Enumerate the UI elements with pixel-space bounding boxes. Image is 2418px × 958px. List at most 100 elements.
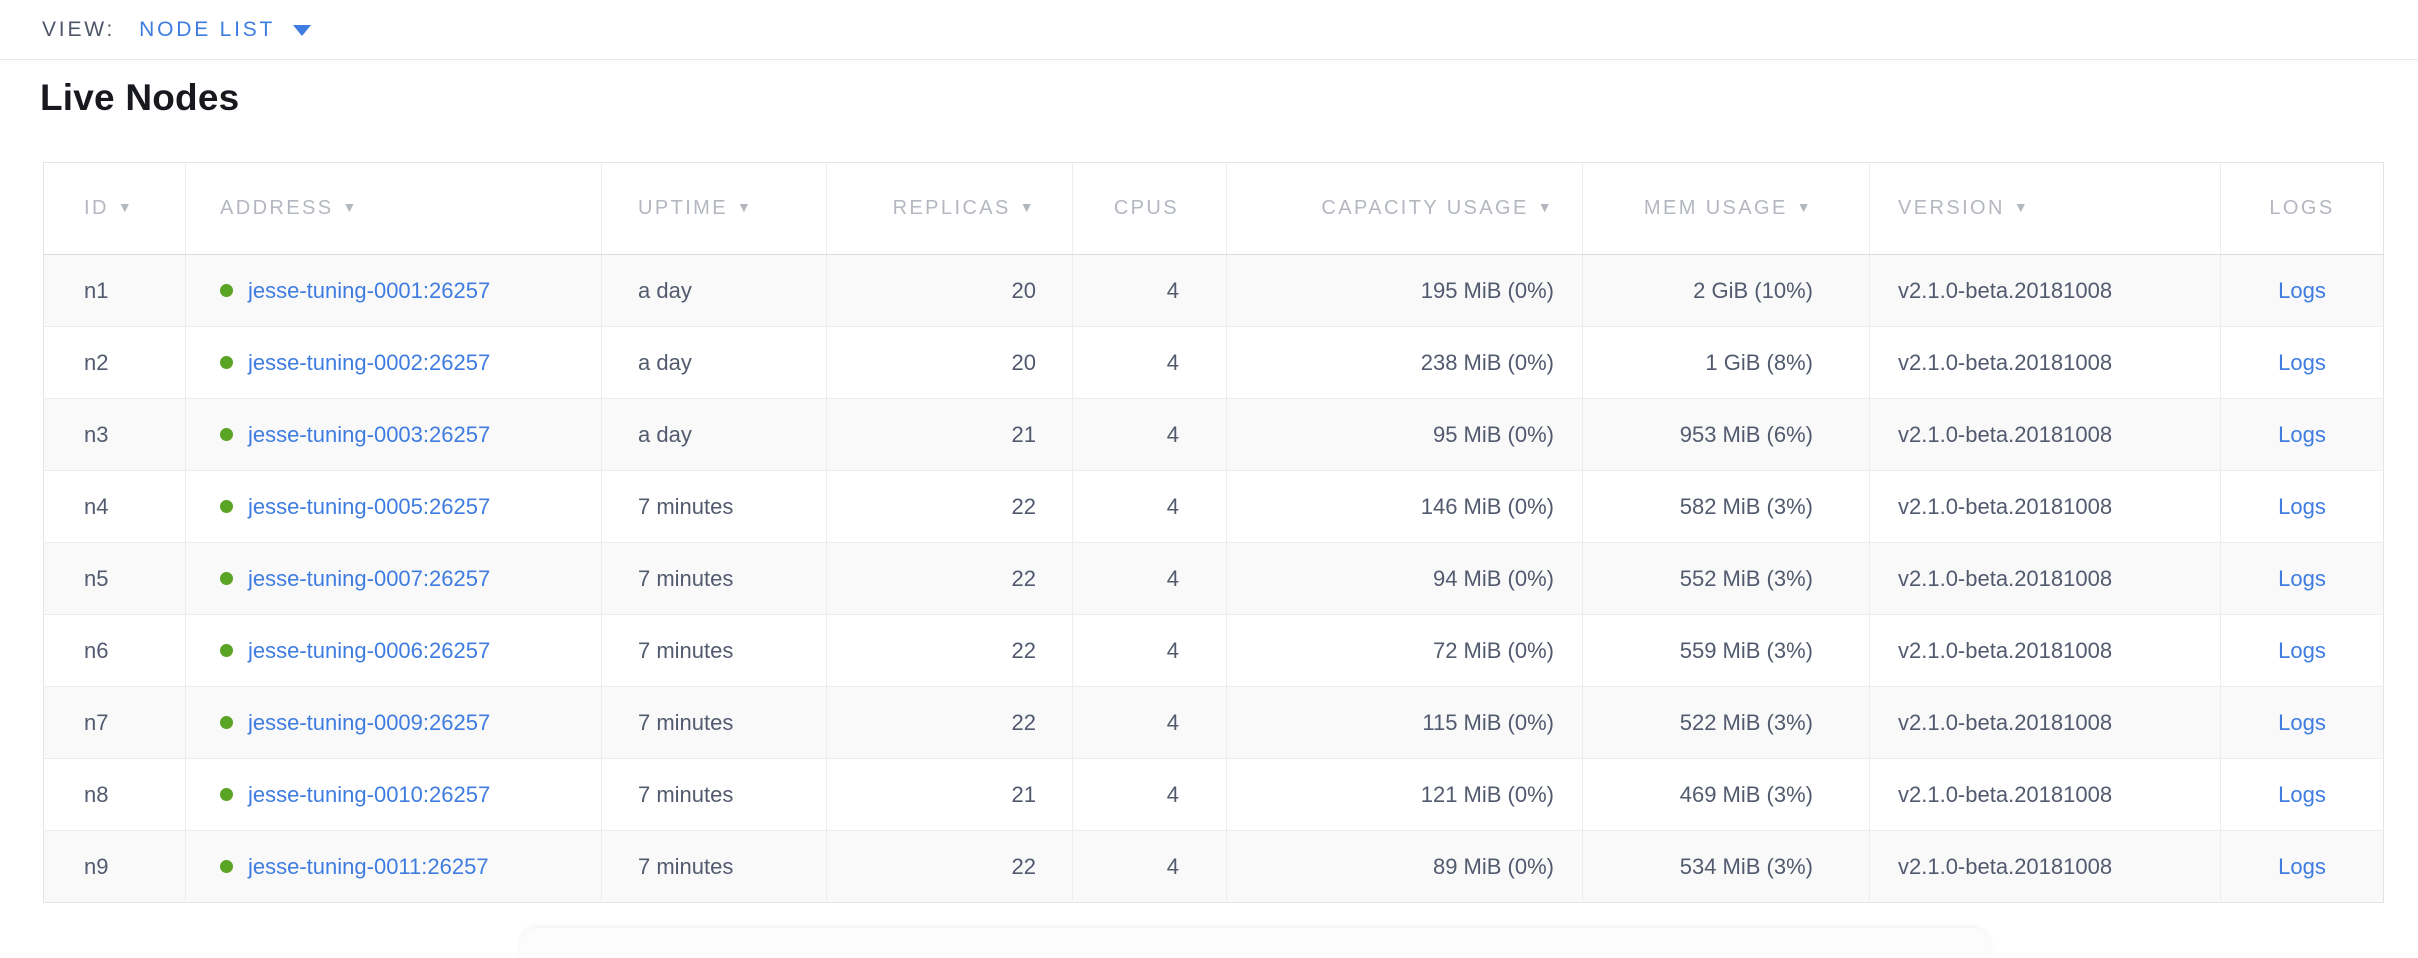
node-address-link[interactable]: jesse-tuning-0002:26257 bbox=[248, 349, 491, 375]
cell-logs: Logs bbox=[2220, 758, 2384, 831]
column-label: VERSION bbox=[1898, 197, 2005, 219]
logs-link[interactable]: Logs bbox=[2278, 421, 2326, 447]
cell-value: 20 bbox=[1011, 277, 1036, 303]
view-selector-dropdown[interactable]: NODE LIST bbox=[139, 17, 312, 42]
logs-link[interactable]: Logs bbox=[2278, 349, 2326, 375]
cell-value: 7 minutes bbox=[638, 781, 734, 807]
sort-arrow-icon: ▼ bbox=[342, 199, 359, 215]
node-live-status-dot bbox=[220, 356, 233, 370]
node-address-link[interactable]: jesse-tuning-0006:26257 bbox=[248, 637, 491, 663]
cell-value: 2 GiB (10%) bbox=[1693, 277, 1813, 303]
cell-id: n3 bbox=[43, 398, 186, 471]
cell-uptime: a day bbox=[601, 398, 827, 471]
cell-value: 95 MiB (0%) bbox=[1432, 421, 1554, 447]
cell-cpus: 4 bbox=[1072, 758, 1227, 831]
view-selected-value: NODE LIST bbox=[139, 17, 276, 41]
cell-cpus: 4 bbox=[1072, 614, 1227, 687]
cell-value: v2.1.0-beta.20181008 bbox=[1898, 277, 2113, 303]
logs-link[interactable]: Logs bbox=[2278, 709, 2326, 735]
cell-capacity: 238 MiB (0%) bbox=[1226, 326, 1583, 399]
cell-version: v2.1.0-beta.20181008 bbox=[1869, 542, 2221, 615]
cell-version: v2.1.0-beta.20181008 bbox=[1869, 758, 2221, 831]
node-live-status-dot bbox=[220, 716, 233, 730]
cell-value: 20 bbox=[1011, 349, 1036, 375]
cell-value: 4 bbox=[1166, 709, 1179, 735]
cell-value: 7 minutes bbox=[638, 709, 734, 735]
column-header-capacity[interactable]: CAPACITY USAGE ▼ bbox=[1226, 162, 1583, 255]
logs-link[interactable]: Logs bbox=[2278, 637, 2326, 663]
column-header-id[interactable]: ID ▼ bbox=[43, 162, 186, 255]
cell-value: 4 bbox=[1166, 421, 1179, 447]
cell-mem: 559 MiB (3%) bbox=[1582, 614, 1870, 687]
sort-arrow-icon: ▼ bbox=[1537, 199, 1554, 215]
node-live-status-dot bbox=[220, 572, 233, 586]
cell-value: n6 bbox=[84, 637, 109, 663]
cell-mem: 552 MiB (3%) bbox=[1582, 542, 1870, 615]
logs-link[interactable]: Logs bbox=[2278, 493, 2326, 519]
cell-value: 21 bbox=[1011, 421, 1036, 447]
cell-mem: 534 MiB (3%) bbox=[1582, 830, 1870, 903]
cell-value: 22 bbox=[1011, 853, 1036, 879]
cell-value: 7 minutes bbox=[638, 565, 734, 591]
cell-value: 121 MiB (0%) bbox=[1420, 781, 1554, 807]
cell-id: n5 bbox=[43, 542, 186, 615]
node-live-status-dot bbox=[220, 860, 233, 874]
cell-value: a day bbox=[638, 421, 692, 447]
cell-id: n9 bbox=[43, 830, 186, 903]
logs-link[interactable]: Logs bbox=[2278, 781, 2326, 807]
cell-value: v2.1.0-beta.20181008 bbox=[1898, 637, 2113, 663]
cell-value: n5 bbox=[84, 565, 109, 591]
cell-uptime: 7 minutes bbox=[601, 614, 827, 687]
cell-value: 522 MiB (3%) bbox=[1679, 709, 1813, 735]
column-label: UPTIME bbox=[638, 197, 728, 219]
column-header-address[interactable]: ADDRESS ▼ bbox=[185, 162, 602, 255]
view-bar: VIEW: NODE LIST bbox=[0, 0, 2418, 60]
cell-address: jesse-tuning-0005:26257 bbox=[185, 470, 602, 543]
node-address-link[interactable]: jesse-tuning-0009:26257 bbox=[248, 709, 491, 735]
cell-value: v2.1.0-beta.20181008 bbox=[1898, 853, 2113, 879]
cell-uptime: 7 minutes bbox=[601, 830, 827, 903]
node-address-link[interactable]: jesse-tuning-0010:26257 bbox=[248, 781, 491, 807]
cell-replicas: 20 bbox=[826, 326, 1073, 399]
cell-id: n8 bbox=[43, 758, 186, 831]
cell-value: 94 MiB (0%) bbox=[1432, 565, 1554, 591]
cell-value: v2.1.0-beta.20181008 bbox=[1898, 709, 2113, 735]
cell-value: 22 bbox=[1011, 637, 1036, 663]
column-header-mem[interactable]: MEM USAGE ▼ bbox=[1582, 162, 1870, 255]
cell-cpus: 4 bbox=[1072, 542, 1227, 615]
logs-link[interactable]: Logs bbox=[2278, 853, 2326, 879]
node-address-link[interactable]: jesse-tuning-0001:26257 bbox=[248, 277, 491, 303]
cell-version: v2.1.0-beta.20181008 bbox=[1869, 470, 2221, 543]
cell-value: 89 MiB (0%) bbox=[1432, 853, 1554, 879]
cell-version: v2.1.0-beta.20181008 bbox=[1869, 830, 2221, 903]
cell-value: n7 bbox=[84, 709, 109, 735]
caret-down-icon bbox=[293, 25, 312, 36]
cell-cpus: 4 bbox=[1072, 470, 1227, 543]
cell-value: 953 MiB (6%) bbox=[1679, 421, 1813, 447]
node-live-status-dot bbox=[220, 644, 233, 658]
cell-value: 4 bbox=[1166, 781, 1179, 807]
logs-link[interactable]: Logs bbox=[2278, 277, 2326, 303]
cell-value: 22 bbox=[1011, 493, 1036, 519]
node-address-link[interactable]: jesse-tuning-0003:26257 bbox=[248, 421, 491, 447]
logs-link[interactable]: Logs bbox=[2278, 565, 2326, 591]
node-address-link[interactable]: jesse-tuning-0005:26257 bbox=[248, 493, 491, 519]
cell-value: v2.1.0-beta.20181008 bbox=[1898, 781, 2113, 807]
column-label: REPLICAS bbox=[892, 197, 1011, 219]
cell-address: jesse-tuning-0010:26257 bbox=[185, 758, 602, 831]
cell-cpus: 4 bbox=[1072, 830, 1227, 903]
column-header-version[interactable]: VERSION ▼ bbox=[1869, 162, 2221, 255]
column-header-replicas[interactable]: REPLICAS ▼ bbox=[826, 162, 1073, 255]
cell-uptime: a day bbox=[601, 326, 827, 399]
cell-value: 72 MiB (0%) bbox=[1432, 637, 1554, 663]
node-address-link[interactable]: jesse-tuning-0011:26257 bbox=[248, 853, 489, 879]
column-header-uptime[interactable]: UPTIME ▼ bbox=[601, 162, 827, 255]
cell-id: n6 bbox=[43, 614, 186, 687]
cell-mem: 469 MiB (3%) bbox=[1582, 758, 1870, 831]
cell-value: 4 bbox=[1166, 277, 1179, 303]
table-header-row: ID ▼ ADDRESS ▼ UPTIME ▼ REPLICAS ▼ CPUS CAPACITY … bbox=[43, 162, 2384, 255]
table-row: n1 jesse-tuning-0001:26257 a day 20 4 195 MiB… bbox=[43, 254, 2384, 327]
node-live-status-dot bbox=[220, 428, 233, 442]
node-address-link[interactable]: jesse-tuning-0007:26257 bbox=[248, 565, 491, 591]
cell-value: n2 bbox=[84, 349, 109, 375]
